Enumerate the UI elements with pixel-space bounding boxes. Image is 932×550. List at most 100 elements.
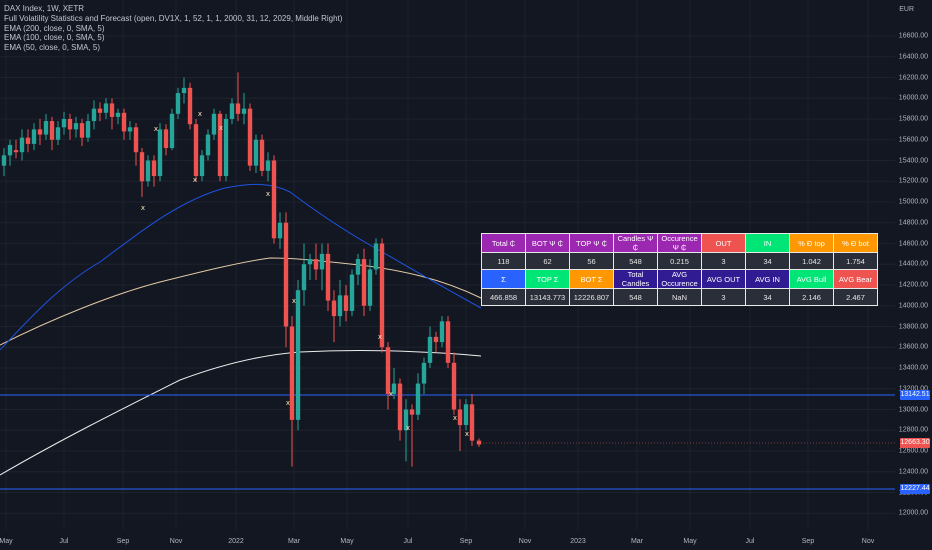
candle-body <box>307 259 313 265</box>
stats-cell: AVG Bull <box>790 270 833 288</box>
price-axis-tick: 13800.00 <box>898 323 928 330</box>
price-axis-tick: 14600.00 <box>898 240 928 247</box>
price-axis-tick: 15600.00 <box>898 136 928 144</box>
candle-body <box>439 321 445 343</box>
price-axis-tick: 13400.00 <box>898 364 928 372</box>
candle-body <box>157 129 163 177</box>
candle-body <box>457 409 463 426</box>
stats-cell: 12226.807 <box>570 289 613 305</box>
indicator-ema-50[interactable]: EMA (50, close, 0, SMA, 5) <box>4 43 101 53</box>
time-axis-tick: 2023 <box>570 538 586 545</box>
candle-body <box>103 103 109 113</box>
candle-body <box>403 409 409 431</box>
indicator-ema-200[interactable]: EMA (200, close, 0, SMA, 5) <box>4 23 105 33</box>
price-axis-tick: 12400.00 <box>898 468 928 476</box>
candle-body <box>187 87 193 125</box>
stats-cell: 1.754 <box>834 253 877 269</box>
time-axis-tick: Jul <box>59 538 69 545</box>
candle-body <box>283 222 289 327</box>
stats-cell: 1.042 <box>790 253 833 269</box>
time-axis-tick: Sep <box>801 538 815 545</box>
ema-100-line <box>0 257 482 346</box>
candle-body <box>337 295 343 317</box>
candle-body <box>343 295 349 311</box>
candle-body <box>55 127 61 140</box>
stats-row: 466.858 13143.773 12226.807 548 NaN 3 34 2.146 2… <box>482 289 877 305</box>
candle-body <box>319 253 325 270</box>
indicator-ema-100[interactable]: EMA (100, close, 0, SMA, 5) <box>4 33 105 43</box>
candle-body <box>301 264 307 291</box>
candle-body <box>79 123 85 138</box>
price-tag-upper-line: 13142.51 <box>900 390 930 400</box>
price-axis-tick: 16200.00 <box>898 74 928 81</box>
candle-body <box>109 103 115 117</box>
stats-cell: 13143.773 <box>526 289 569 305</box>
currency-label: EUR <box>899 6 914 13</box>
candle-body <box>427 336 433 363</box>
stats-cell: OUT <box>702 234 745 252</box>
volatility-stats-table: Total ₵ BOT Ψ ₵ TOP Ψ ₵ Candles Ψ ₵ Occurenc… <box>481 233 878 306</box>
candle-body <box>289 326 295 420</box>
ema-200-line <box>0 350 482 476</box>
candle-body <box>415 383 421 415</box>
candle-body <box>235 103 241 114</box>
stats-cell: Total ₵ <box>482 234 525 252</box>
pivot-marker: x <box>378 333 382 341</box>
candle-body <box>151 160 157 177</box>
candle-body <box>1 155 7 166</box>
chart-legend: DAX Index, 1W, XETR Full Volatility Stat… <box>4 4 342 53</box>
stats-cell: Candles Ψ ₵ <box>614 234 657 252</box>
time-axis-tick: Jul <box>403 538 413 545</box>
candle-body <box>247 108 253 166</box>
stats-cell: 548 <box>614 289 657 305</box>
price-tag-label: 13142.51 <box>900 391 930 398</box>
candle-body <box>67 119 73 130</box>
stats-cell: 3 <box>702 253 745 269</box>
price-axis-tick: 12600.00 <box>898 447 928 455</box>
price-tag-lower-line: 12227.44 <box>900 484 930 494</box>
candle-body <box>169 113 175 149</box>
stats-cell: % Ð bot <box>834 234 877 252</box>
stats-cell: AVG IN <box>746 270 789 288</box>
candle-body <box>43 121 49 135</box>
price-axis-tick: 15400.00 <box>898 157 928 164</box>
stats-row: 118 62 56 548 0.215 3 34 1.042 1.754 <box>482 253 877 269</box>
indicator-volatility[interactable]: Full Volatility Statistics and Forecast … <box>4 13 343 23</box>
candle-body <box>223 119 229 177</box>
pivot-marker: x <box>154 125 158 133</box>
pivot-marker: x <box>193 176 197 184</box>
symbol-title[interactable]: DAX Index, 1W, XETR <box>4 4 85 13</box>
time-axis-tick: May <box>0 538 13 545</box>
price-axis-tick: 13200.00 <box>898 385 928 393</box>
time-axis-tick: Nov <box>861 538 875 545</box>
candle-body <box>367 269 373 306</box>
candle-body <box>361 259 367 306</box>
time-axis-tick: Nov <box>169 538 183 545</box>
candle-body <box>331 300 337 317</box>
candle-body <box>205 134 211 156</box>
time-axis-tick: 2022 <box>228 538 244 545</box>
stats-cell: NaN <box>658 289 701 305</box>
pivot-marker: x <box>453 414 457 422</box>
candle-body <box>73 123 79 130</box>
candle-body <box>355 259 361 275</box>
stats-cell: Total Candles <box>614 270 657 288</box>
stats-cell: 118 <box>482 253 525 269</box>
stats-cell: 2.146 <box>790 289 833 305</box>
candle-body <box>295 290 301 420</box>
stats-cell: AVG Bear <box>834 270 877 288</box>
candle-body <box>25 137 31 144</box>
candle-body <box>421 362 427 384</box>
candle-body <box>61 119 67 128</box>
candle-body <box>181 87 187 94</box>
stats-cell: TOP Σ <box>526 270 569 288</box>
price-axis-tick: 15200.00 <box>898 177 928 185</box>
candle-body <box>13 150 19 153</box>
candle-body <box>373 243 379 270</box>
candle-body <box>385 347 391 394</box>
candle-body <box>379 243 385 348</box>
candle-body <box>163 129 169 149</box>
time-axis-tick: May <box>683 538 697 545</box>
time-axis-tick: Mar <box>287 538 301 545</box>
